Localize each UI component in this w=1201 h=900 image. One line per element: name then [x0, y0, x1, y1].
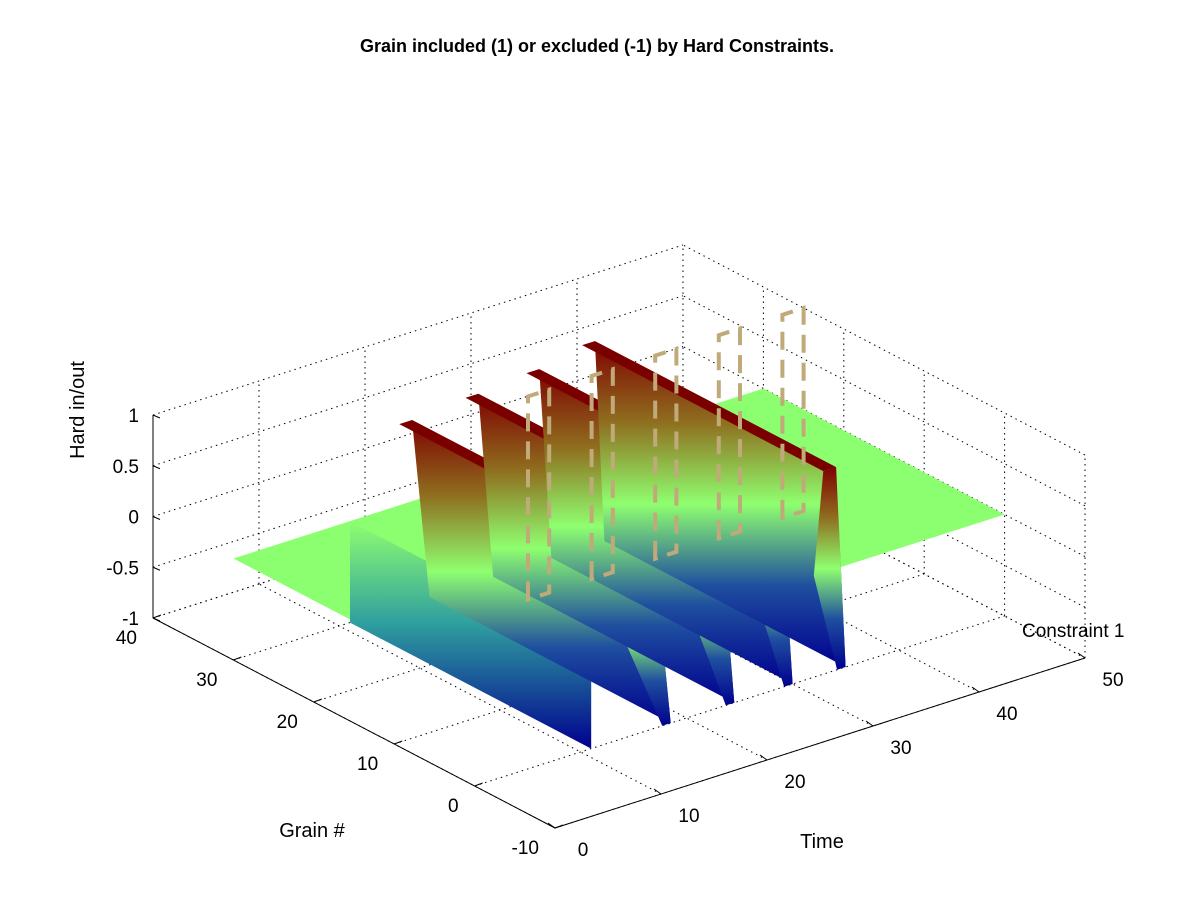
constraint-window	[589, 366, 615, 582]
z-tick-mark	[152, 465, 161, 470]
y-tick-label: 0	[448, 796, 459, 817]
side-wall-gridline-z	[682, 295, 1086, 507]
constraint-label: Constraint 1	[1022, 621, 1124, 642]
z-tick-label: 0	[128, 508, 139, 529]
y-tick-label: 40	[116, 628, 137, 649]
z-tick-mark	[152, 566, 161, 571]
x-tick-label: 40	[996, 704, 1017, 725]
z-tick-mark	[152, 414, 161, 419]
surface	[233, 341, 1005, 749]
y-axis-label: Grain #	[279, 820, 345, 842]
z-axis-label: Hard in/out	[67, 361, 89, 459]
x-tick-mark	[759, 754, 768, 761]
x-tick-mark	[653, 788, 662, 795]
y-tick-label: 10	[357, 754, 378, 775]
x-tick-label: 30	[890, 738, 911, 759]
constraint-window	[653, 346, 679, 562]
z-tick-label: 1	[128, 406, 139, 427]
x-tick-label: 50	[1102, 670, 1123, 691]
x-tick-mark	[971, 686, 980, 693]
z-tick-mark	[152, 617, 161, 622]
z-tick-label: -1	[122, 609, 139, 630]
y-axis-line	[152, 617, 556, 829]
y-tick-mark	[474, 782, 483, 787]
y-tick-mark	[152, 614, 162, 619]
x-axis-label: Time	[800, 831, 844, 853]
z-tick-mark	[152, 516, 161, 520]
x-tick-label: 0	[578, 840, 589, 861]
x-tick-label: 20	[784, 772, 805, 793]
x-tick-mark	[865, 720, 874, 727]
y-tick-mark	[313, 698, 322, 703]
x-axis-line	[554, 657, 1086, 829]
constraint-outlines	[526, 305, 806, 603]
spike-front	[813, 467, 846, 670]
x-tick-label: 10	[678, 806, 699, 827]
z-tick-label: 0.5	[113, 457, 139, 478]
floor-gridline-x	[258, 583, 662, 795]
y-tick-mark	[554, 824, 564, 829]
z-tick-label: -0.5	[106, 558, 139, 579]
y-tick-mark	[233, 656, 242, 661]
side-wall-gridline-z	[682, 244, 1086, 456]
x-tick-mark	[1077, 652, 1086, 659]
y-tick-label: 20	[277, 712, 298, 733]
axes	[152, 414, 1086, 829]
y-tick-label: -10	[512, 838, 539, 859]
constraint-window	[526, 386, 552, 603]
spike-top	[582, 341, 837, 472]
chart-title: Grain included (1) or excluded (-1) by H…	[360, 36, 834, 56]
drop-wall	[350, 521, 592, 749]
y-tick-label: 30	[196, 670, 217, 691]
y-tick-mark	[394, 740, 403, 745]
constraint-window	[716, 325, 742, 541]
constraint-window	[780, 305, 806, 521]
x-tick-mark	[547, 822, 556, 829]
